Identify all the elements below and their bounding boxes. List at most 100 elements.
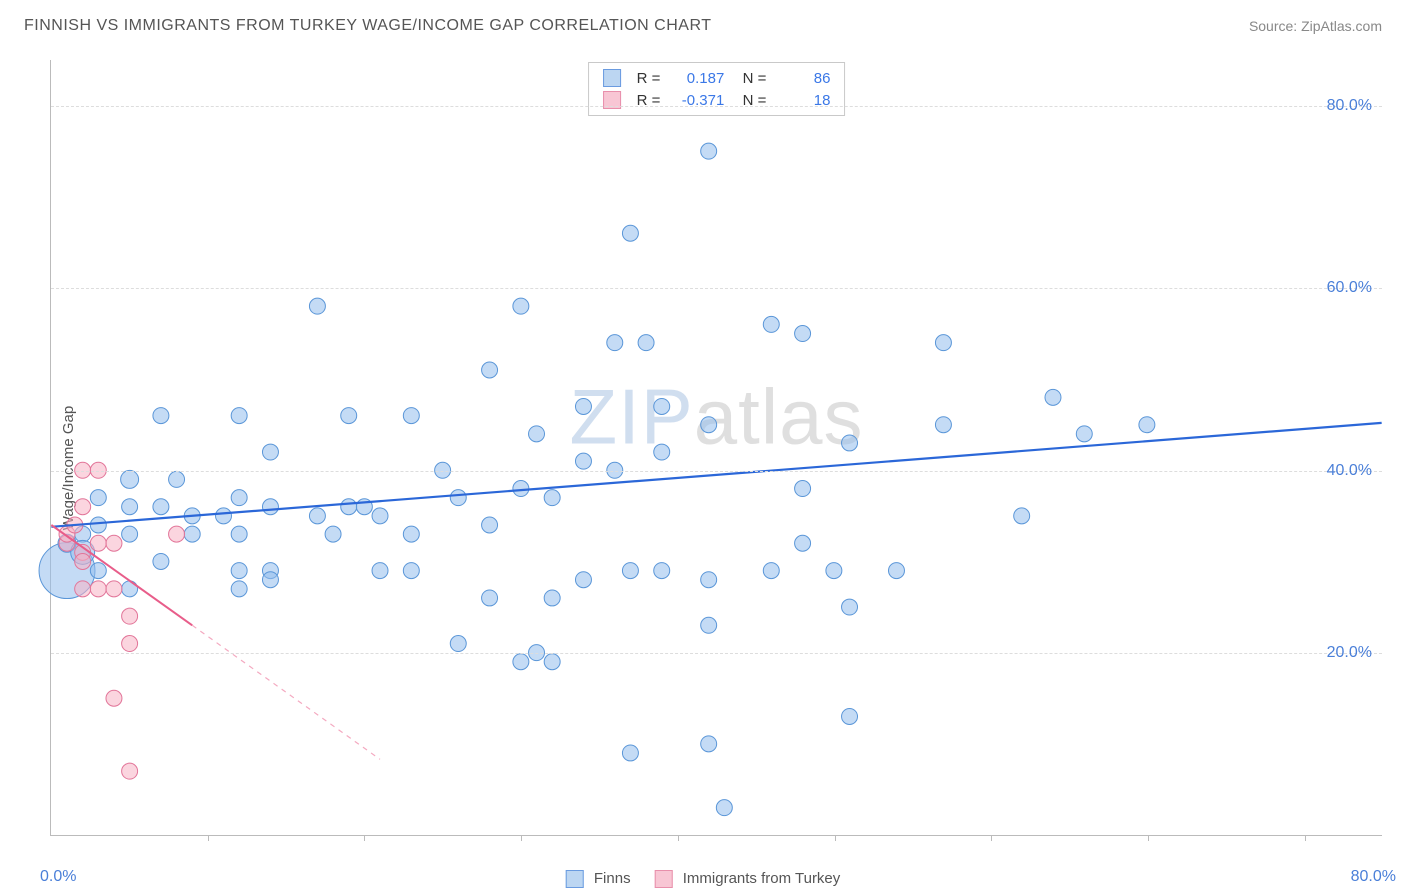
data-point <box>122 499 138 515</box>
data-point <box>75 553 91 569</box>
data-point <box>450 636 466 652</box>
data-point <box>231 563 247 579</box>
data-point <box>842 708 858 724</box>
correlation-legend: R = 0.187 N = 86 R = -0.371 N = 18 <box>588 62 846 116</box>
data-point <box>607 335 623 351</box>
y-tick-label: 40.0% <box>1327 462 1372 480</box>
swatch-finns <box>566 870 584 888</box>
data-point <box>842 599 858 615</box>
data-point <box>122 526 138 542</box>
data-point <box>216 508 232 524</box>
x-origin-label: 0.0% <box>40 868 76 886</box>
data-point <box>153 499 169 515</box>
data-point <box>184 526 200 542</box>
data-point <box>90 563 106 579</box>
series-legend: Finns Immigrants from Turkey <box>566 870 841 888</box>
n-value-finns: 86 <box>776 70 830 87</box>
data-point <box>1045 389 1061 405</box>
data-point <box>231 490 247 506</box>
data-point <box>372 508 388 524</box>
chart-title: FINNISH VS IMMIGRANTS FROM TURKEY WAGE/I… <box>24 17 712 35</box>
legend-label-turkey: Immigrants from Turkey <box>683 870 841 887</box>
data-point <box>575 398 591 414</box>
data-point <box>529 426 545 442</box>
data-point <box>513 654 529 670</box>
data-point <box>122 763 138 779</box>
x-tick-mark <box>208 835 209 841</box>
data-point <box>482 517 498 533</box>
legend-item-finns: Finns <box>566 870 631 888</box>
data-point <box>763 563 779 579</box>
data-point <box>309 298 325 314</box>
data-point <box>638 335 654 351</box>
x-tick-mark <box>678 835 679 841</box>
chart-area: Wage/Income Gap ZIPatlas R = 0.187 N = 8… <box>0 44 1406 892</box>
data-point <box>575 572 591 588</box>
data-point <box>121 470 139 488</box>
data-point <box>309 508 325 524</box>
swatch-finns <box>603 69 621 87</box>
data-point <box>1139 417 1155 433</box>
y-tick-label: 20.0% <box>1327 644 1372 662</box>
data-point <box>795 535 811 551</box>
data-point <box>654 444 670 460</box>
data-point <box>90 517 106 533</box>
data-point <box>90 490 106 506</box>
data-point <box>231 526 247 542</box>
gridline <box>51 471 1382 472</box>
legend-item-turkey: Immigrants from Turkey <box>655 870 841 888</box>
data-point <box>106 581 122 597</box>
data-point <box>544 654 560 670</box>
data-point <box>1014 508 1030 524</box>
data-point <box>701 572 717 588</box>
data-point <box>122 608 138 624</box>
trend-line-turkey-extrapolated <box>192 625 380 759</box>
data-point <box>935 417 951 433</box>
data-point <box>701 736 717 752</box>
x-tick-mark <box>1305 835 1306 841</box>
data-point <box>169 526 185 542</box>
data-point <box>622 745 638 761</box>
data-point <box>935 335 951 351</box>
data-point <box>482 362 498 378</box>
legend-row-finns: R = 0.187 N = 86 <box>603 67 831 89</box>
r-label: R = <box>637 70 661 87</box>
title-bar: FINNISH VS IMMIGRANTS FROM TURKEY WAGE/I… <box>0 0 1406 44</box>
data-point <box>372 563 388 579</box>
data-point <box>575 453 591 469</box>
x-max-label: 80.0% <box>1351 868 1396 886</box>
data-point <box>90 535 106 551</box>
data-point <box>262 572 278 588</box>
data-point <box>544 590 560 606</box>
data-point <box>262 499 278 515</box>
data-point <box>169 471 185 487</box>
r-value-finns: 0.187 <box>670 70 724 87</box>
data-point <box>153 553 169 569</box>
source-label: Source: ZipAtlas.com <box>1249 18 1382 34</box>
data-point <box>654 563 670 579</box>
data-point <box>795 326 811 342</box>
data-point <box>122 636 138 652</box>
data-point <box>654 398 670 414</box>
data-point <box>513 298 529 314</box>
data-point <box>622 225 638 241</box>
data-point <box>341 499 357 515</box>
trend-line-finns <box>51 423 1381 527</box>
data-point <box>795 481 811 497</box>
data-point <box>544 490 560 506</box>
data-point <box>701 143 717 159</box>
data-point <box>716 800 732 816</box>
gridline <box>51 653 1382 654</box>
data-point <box>622 563 638 579</box>
swatch-turkey <box>655 870 673 888</box>
data-point <box>888 563 904 579</box>
data-point <box>763 316 779 332</box>
plot-svg <box>51 60 1382 835</box>
data-point <box>153 408 169 424</box>
x-tick-mark <box>1148 835 1149 841</box>
legend-row-turkey: R = -0.371 N = 18 <box>603 89 831 111</box>
data-point <box>106 535 122 551</box>
legend-label-finns: Finns <box>594 870 631 887</box>
data-point <box>842 435 858 451</box>
x-tick-mark <box>991 835 992 841</box>
